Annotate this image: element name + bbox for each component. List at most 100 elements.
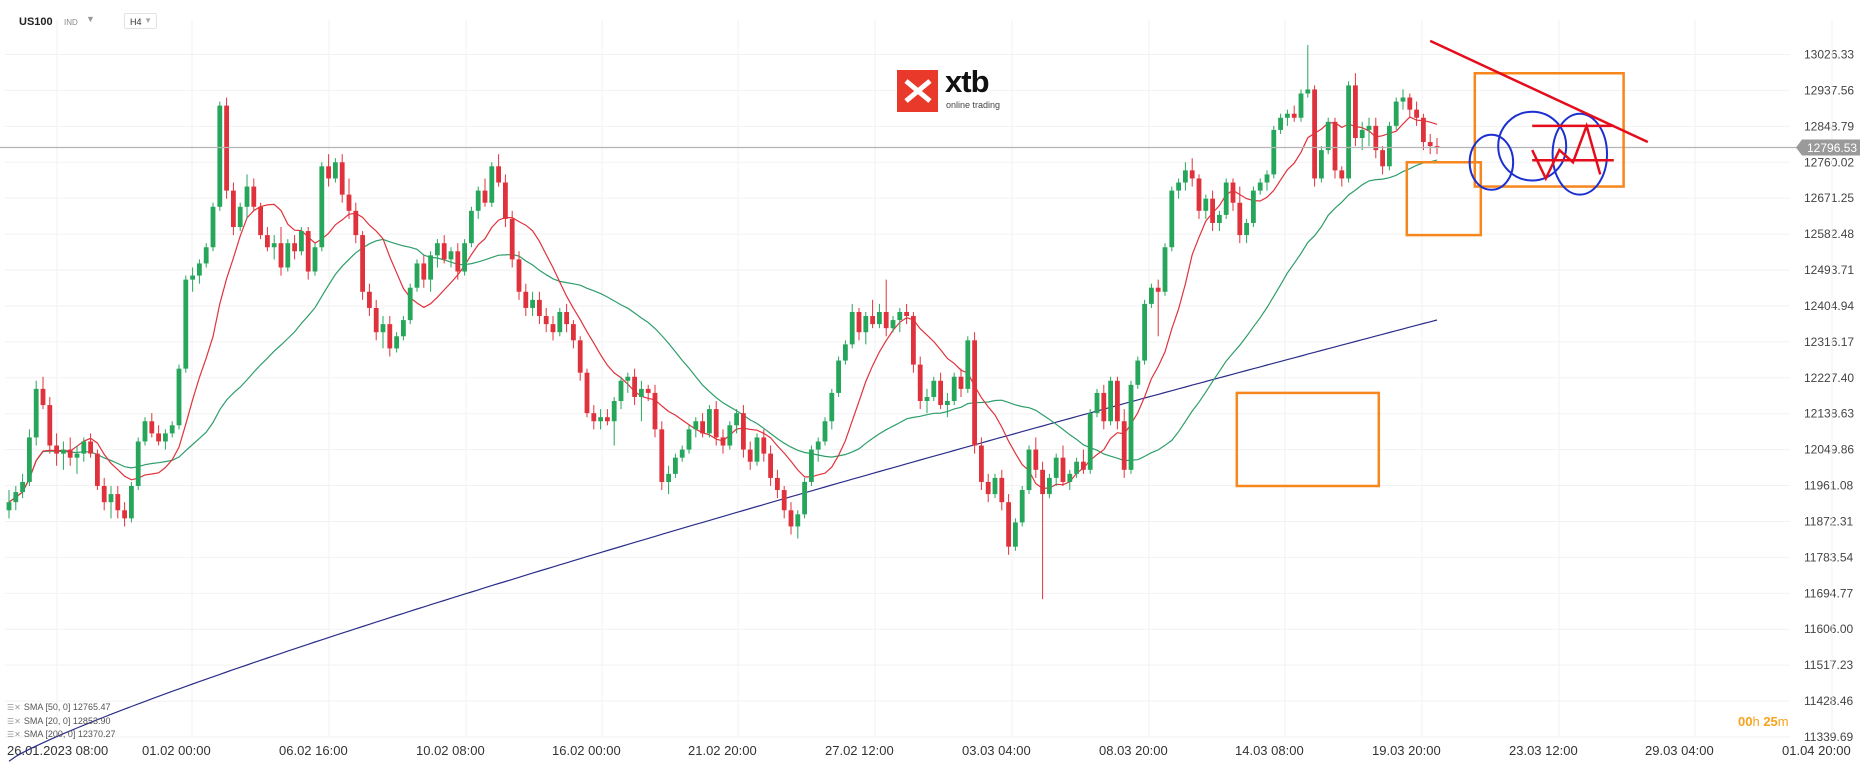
settings-icon[interactable]: ☰✕ [7,703,21,712]
y-tick-label: 12671.25 [1804,191,1854,205]
candle-body [1019,490,1025,523]
chevron-down-icon[interactable]: ▼ [86,14,95,24]
candle-body [54,445,59,454]
candle-body [1115,380,1120,422]
candle-body [47,405,53,446]
candle-body [1312,89,1317,179]
timeframe-select[interactable]: H4 ▼ [124,13,157,29]
candle-body [992,477,998,495]
candle-body [516,259,522,292]
candle-body [373,307,379,333]
candle-body [1183,170,1188,183]
candle-body [883,311,889,329]
candle-body [1305,89,1311,94]
x-tick-label: 27.02 12:00 [825,743,894,758]
x-tick-label: 01.02 00:00 [142,743,211,758]
logo-x-icon [904,79,932,103]
candle-body [802,481,807,515]
candle-body [326,166,331,179]
candle-body [1074,461,1079,474]
candle-body [815,441,821,450]
candle-body [1325,121,1331,151]
candle-body [149,421,155,434]
candle-body [1189,170,1195,179]
candle-body [1359,129,1365,138]
timeframe-label: H4 [130,17,142,27]
candle-body [1033,449,1039,470]
candle-body [904,311,909,317]
candle-body [1013,522,1018,547]
x-tick-label: 23.03 12:00 [1509,743,1578,758]
candle-body [1257,182,1263,191]
candle-body [414,263,420,288]
candle-body [455,251,461,272]
y-tick-label: 11961.08 [1804,479,1853,493]
candle-body [1427,142,1433,147]
x-tick-label: 21.02 20:00 [688,743,757,758]
x-tick-label: 01.04 20:00 [1782,743,1851,758]
candle-body [503,182,508,219]
candle-body [741,413,746,450]
candle-body [747,449,753,462]
candle-body [312,247,318,272]
x-tick-label: 03.03 04:00 [962,743,1031,758]
y-tick-label: 12493.71 [1804,263,1854,277]
legend-item[interactable]: ☰✕ SMA [200, 0] 12370.27 [7,729,115,739]
settings-icon[interactable]: ☰✕ [7,717,21,726]
candle-body [469,210,474,244]
candle-body [836,360,841,393]
candle-body [686,429,692,450]
y-tick-label: 11339.69 [1804,730,1853,744]
annotation-box [1235,391,1381,488]
candle-body [190,275,195,280]
candle-body [530,299,535,308]
candle-body [1067,473,1073,482]
y-tick-label: 11872.31 [1804,514,1853,528]
candle-body [598,417,603,422]
candle-body [985,481,991,495]
sma-200-line [8,319,1438,762]
candle-body [938,380,943,406]
candle-body [197,263,202,276]
candle-body [537,299,542,317]
countdown-hours: 00 [1738,714,1753,729]
candle-body [1101,392,1107,422]
y-tick-label: 12138.63 [1804,407,1854,421]
candle-body [142,421,148,442]
candle-body [1121,421,1127,470]
candle-body [271,243,277,248]
legend-label: SMA [50, 0] [23,702,71,712]
y-tick-label: 13026.33 [1804,48,1854,62]
legend-item[interactable]: ☰✕ SMA [20, 0] 12853.90 [7,716,110,726]
candle-body [448,251,454,260]
settings-icon[interactable]: ☰✕ [7,730,21,739]
candle-body [163,433,168,442]
candle-body [61,449,66,454]
legend-item[interactable]: ☰✕ SMA [50, 0] 12765.47 [7,702,110,712]
candle-body [945,401,950,406]
chevron-down-icon: ▼ [144,16,152,25]
candle-body [360,235,365,292]
candle-body [95,453,100,486]
candle-body [1251,190,1256,223]
candle-body [911,316,916,365]
candle-body [115,494,121,511]
candle-body [958,376,964,389]
candle-body [319,166,325,248]
y-tick-label: 12848.79 [1804,119,1854,133]
candle-body [1291,113,1297,118]
candle-body [462,243,467,272]
candle-body [176,368,182,426]
legend-label: SMA [200, 0] [23,729,76,739]
candle-body [1366,125,1372,130]
candle-body [237,206,243,228]
candle-body [387,324,393,349]
candle-body [1142,303,1147,361]
candle-body [1081,461,1086,470]
candle-body [673,457,678,474]
annotation-box [1405,161,1483,237]
candle-body [482,190,488,203]
candle-body [632,376,637,397]
